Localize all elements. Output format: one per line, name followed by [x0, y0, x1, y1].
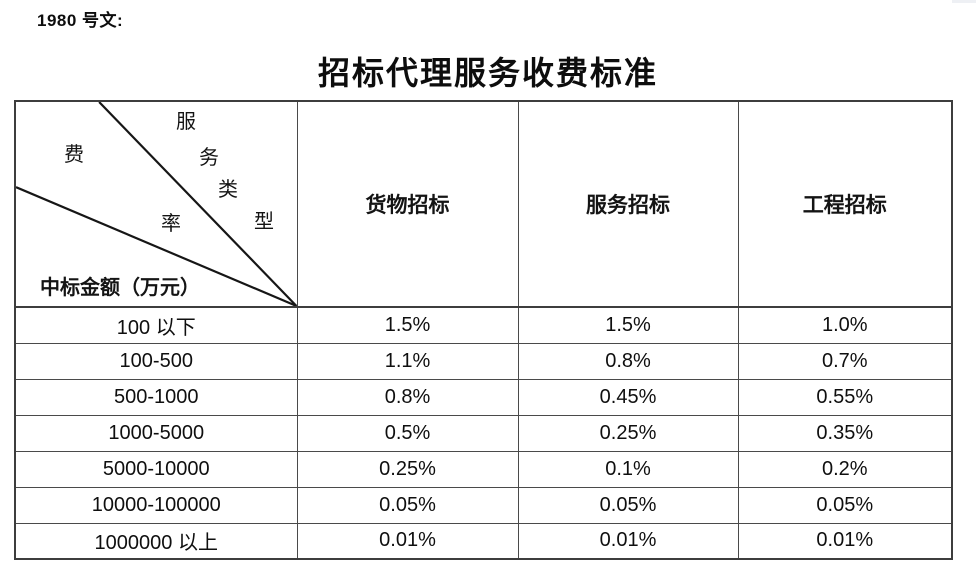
corner-label-service-char-3: 类 [218, 179, 238, 201]
corner-label-service-char-2: 务 [199, 147, 219, 169]
goods-rate-cell: 1.1% [296, 342, 519, 380]
services-rate-cell: 0.8% [517, 342, 739, 380]
services-rate-cell: 0.45% [517, 378, 739, 416]
engineering-rate-cell: 0.55% [737, 378, 953, 416]
table-row: 100 以下 1.5% 1.5% 1.0% [14, 306, 953, 344]
column-header-services: 服务招标 [517, 100, 739, 308]
page-edge-artifact [952, 0, 976, 3]
engineering-rate-cell: 0.35% [737, 414, 953, 452]
corner-label-service-char-1: 服 [176, 111, 196, 133]
column-header-goods: 货物招标 [296, 100, 519, 308]
goods-rate-cell: 0.05% [296, 486, 519, 524]
amount-range-cell: 100-500 [14, 342, 298, 380]
goods-rate-cell: 0.01% [296, 522, 519, 560]
amount-range-cell: 100 以下 [14, 306, 298, 344]
amount-range-cell: 1000-5000 [14, 414, 298, 452]
table-row: 5000-10000 0.25% 0.1% 0.2% [14, 450, 953, 488]
diagonal-corner-cell: 服 务 类 型 费 率 中标金额（万元） [14, 100, 298, 308]
engineering-rate-cell: 0.01% [737, 522, 953, 560]
column-header-engineering: 工程招标 [737, 100, 953, 308]
corner-label-service-char-4: 型 [254, 211, 274, 233]
amount-range-cell: 1000000 以上 [14, 522, 298, 560]
goods-rate-cell: 0.5% [296, 414, 519, 452]
services-rate-cell: 0.05% [517, 486, 739, 524]
engineering-rate-cell: 0.7% [737, 342, 953, 380]
services-rate-cell: 1.5% [517, 306, 739, 344]
services-rate-cell: 0.25% [517, 414, 739, 452]
doc-number-label: 1980 号文: [37, 11, 124, 30]
table-row: 10000-100000 0.05% 0.05% 0.05% [14, 486, 953, 524]
table-row: 1000-5000 0.5% 0.25% 0.35% [14, 414, 953, 452]
fee-standard-table: 服 务 类 型 费 率 中标金额（万元） 货物招标 服务招标 工程招标 100 … [14, 100, 953, 560]
table-row: 100-500 1.1% 0.8% 0.7% [14, 342, 953, 380]
services-rate-cell: 0.01% [517, 522, 739, 560]
engineering-rate-cell: 0.2% [737, 450, 953, 488]
corner-label-fee-char-1: 费 [64, 144, 84, 166]
diagonal-lines [16, 102, 297, 306]
services-rate-cell: 0.1% [517, 450, 739, 488]
corner-row-header-label: 中标金额（万元） [40, 277, 200, 299]
table-row: 1000000 以上 0.01% 0.01% 0.01% [14, 522, 953, 560]
engineering-rate-cell: 1.0% [737, 306, 953, 344]
corner-label-fee-char-2: 率 [161, 213, 181, 235]
table-row: 500-1000 0.8% 0.45% 0.55% [14, 378, 953, 416]
goods-rate-cell: 1.5% [296, 306, 519, 344]
engineering-rate-cell: 0.05% [737, 486, 953, 524]
table-header-row: 服 务 类 型 费 率 中标金额（万元） 货物招标 服务招标 工程招标 [14, 100, 953, 308]
goods-rate-cell: 0.8% [296, 378, 519, 416]
page-title: 招标代理服务收费标准 [317, 55, 658, 91]
amount-range-cell: 500-1000 [14, 378, 298, 416]
diagonal-corner-content: 服 务 类 型 费 率 中标金额（万元） [16, 102, 297, 306]
amount-range-cell: 10000-100000 [14, 486, 298, 524]
amount-range-cell: 5000-10000 [14, 450, 298, 488]
goods-rate-cell: 0.25% [296, 450, 519, 488]
